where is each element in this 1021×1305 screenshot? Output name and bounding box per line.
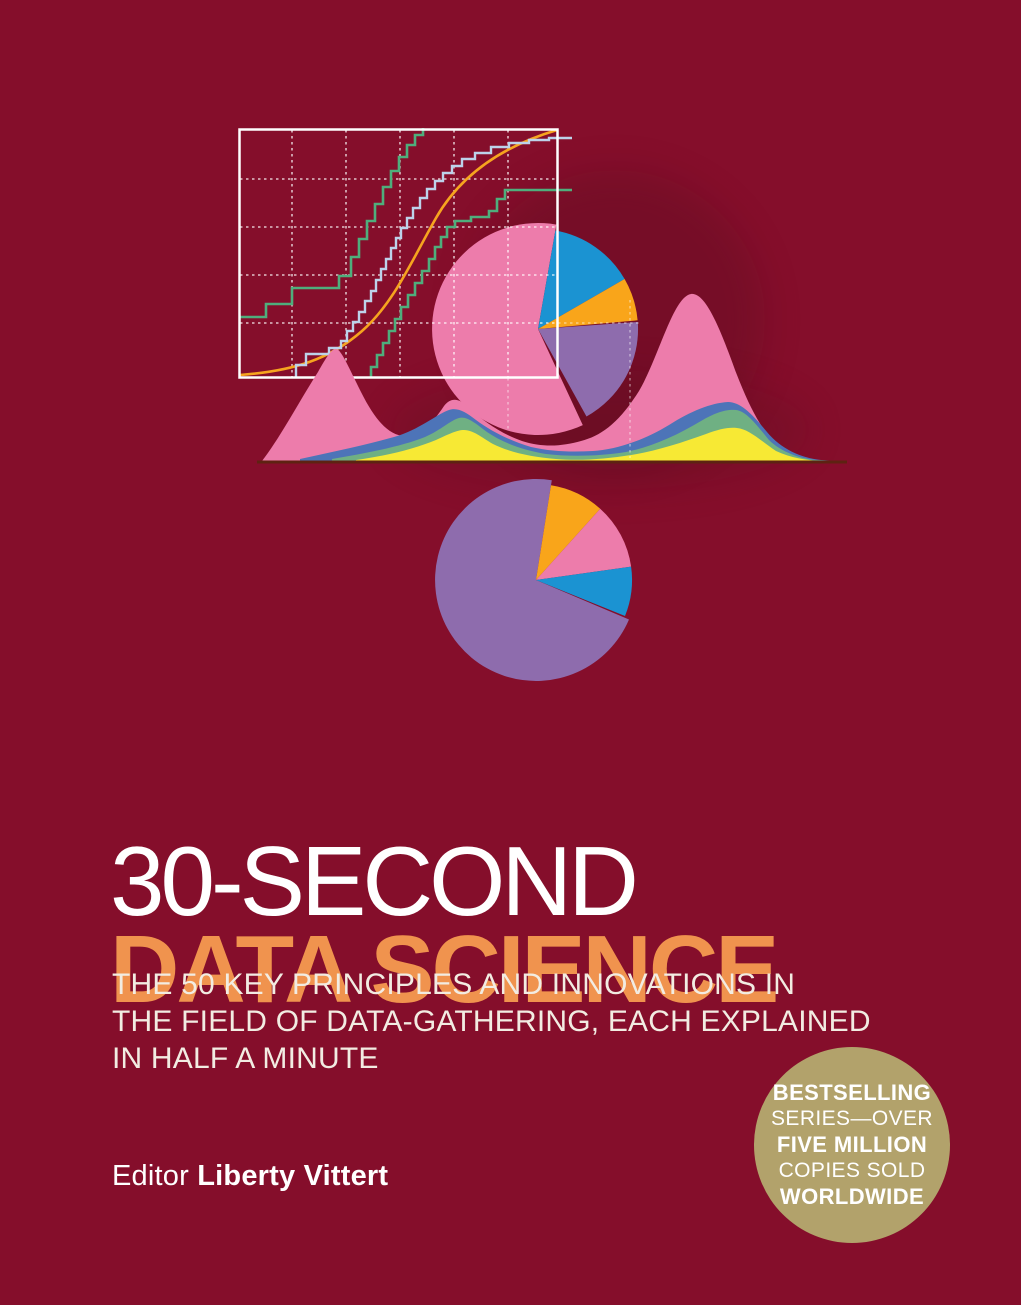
- badge-line: FIVE MILLION: [776, 1132, 928, 1157]
- editor-name: Liberty Vittert: [197, 1160, 389, 1192]
- pie-slice-purple: [538, 322, 639, 417]
- subtitle-line: IN HALF A MINUTE: [112, 1042, 379, 1075]
- gridlines: [240, 130, 557, 377]
- bestseller-badge: BESTSELLING SERIES—OVER FIVE MILLION COP…: [754, 1047, 950, 1243]
- pie-slice-pink: [536, 508, 632, 580]
- pie-slice-blue: [538, 230, 625, 329]
- sigmoid-curve: [239, 128, 558, 377]
- editor-credit: Editor Liberty Vittert: [112, 1160, 388, 1193]
- gridline-extension: [507, 300, 640, 458]
- title-line-1: 30-SECOND: [110, 825, 639, 936]
- badge-line: COPIES SOLD: [778, 1159, 926, 1182]
- title-line-2: DATA SCIENCE: [110, 916, 779, 1024]
- badge-line: SERIES—OVER: [771, 1107, 933, 1130]
- green-step-line-right: [369, 188, 572, 378]
- editor-label: Editor: [112, 1160, 189, 1192]
- subtitle: THE 50 KEY PRINCIPLES AND INNOVATIONS IN…: [112, 966, 871, 1077]
- badge-line: WORLDWIDE: [779, 1184, 925, 1209]
- ridgeline-area-chart: [257, 293, 847, 464]
- area-layer-yellow: [356, 427, 838, 461]
- lightblue-step-line: [294, 136, 572, 378]
- green-step-line-left: [239, 128, 425, 319]
- pie-slice-purple: [435, 478, 629, 681]
- chart-grid: [240, 130, 557, 377]
- grid-extensions: [507, 300, 640, 458]
- pie-chart-bottom: [435, 478, 633, 681]
- chart-frame: [238, 128, 559, 379]
- badge-line: BESTSELLING: [772, 1080, 932, 1105]
- pie-slice-orange: [536, 485, 601, 580]
- subtitle-line: THE FIELD OF DATA-GATHERING, EACH EXPLAI…: [112, 1005, 871, 1038]
- step-line-chart: [238, 128, 572, 379]
- pie-slice-orange: [538, 279, 638, 329]
- pie-slice-blue: [536, 566, 633, 616]
- subtitle-line: THE 50 KEY PRINCIPLES AND INNOVATIONS IN: [112, 968, 796, 1001]
